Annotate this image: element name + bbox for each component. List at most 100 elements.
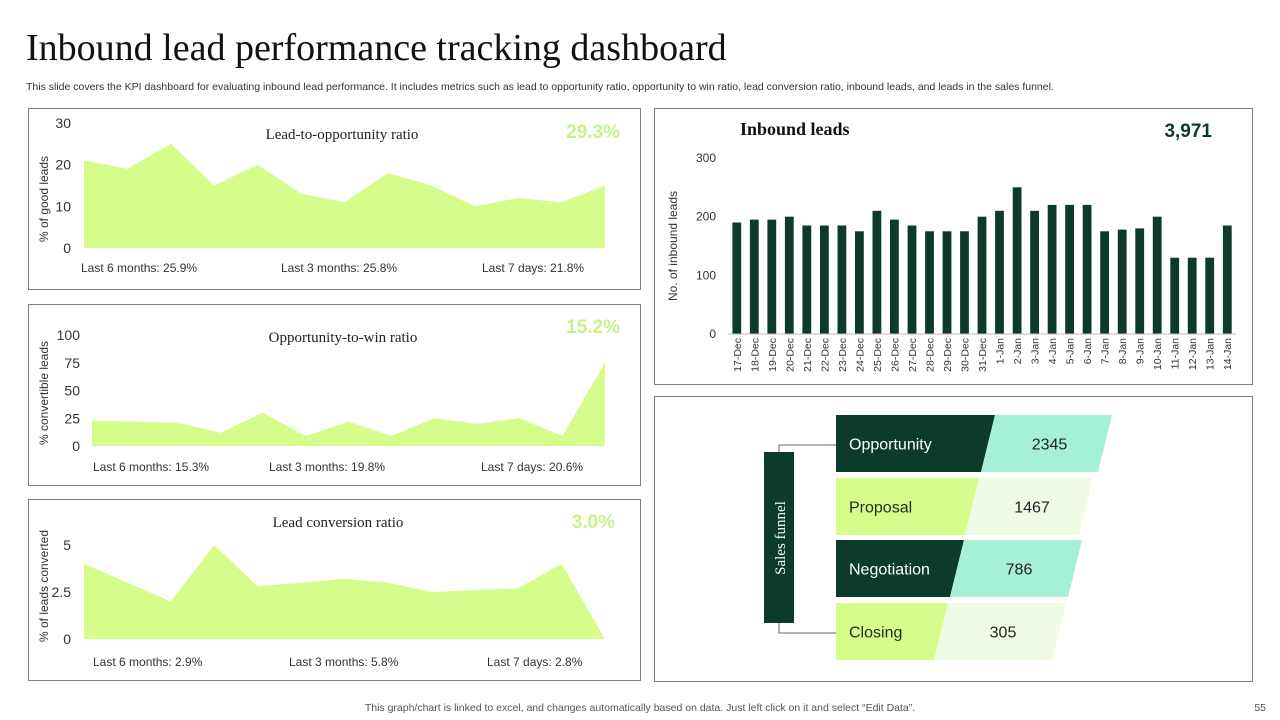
chart-title: Opportunity-to-win ratio [269,330,418,346]
y-axis-label: % convertible leads [37,341,51,445]
funnel-stage-label: Negotiation [849,562,930,579]
x-tick-label: 23-Dec [837,338,849,372]
x-tick-label: 19-Dec [767,338,779,372]
stat-last-3-months: Last 3 months: 19.8% [269,460,385,474]
x-tick-label: 11-Jan [1170,338,1182,369]
funnel-stage-label: Opportunity [849,437,932,454]
opportunity-to-win-chart[interactable]: Opportunity-to-win ratio 15.2% % convert… [29,305,640,485]
sales-funnel-panel: Sales funnel Opportunity 2345 Proposal 1467… [654,396,1253,682]
page-number: 55 [1254,702,1266,714]
bar-22-Dec[interactable] [820,225,829,335]
funnel-stage-value: 2345 [1032,437,1068,454]
y-tick-label: 100 [57,327,81,343]
bar-30-Dec[interactable] [960,231,969,334]
funnel-value-box [934,603,1066,660]
funnel-value-box [981,415,1112,472]
bar-1-Jan[interactable] [995,210,1004,334]
kpi-value: 3.0% [572,512,615,533]
x-tick-label: 7-Jan [1100,338,1112,364]
stat-last-6-months: Last 6 months: 15.3% [93,460,209,474]
funnel-stage-label: Closing [849,625,902,642]
chart-title: Lead-to-opportunity ratio [266,127,419,143]
y-tick-label: 20 [55,157,71,173]
stat-last-6-months: Last 6 months: 25.9% [81,261,197,275]
x-tick-label: 21-Dec [802,338,814,372]
bar-4-Jan[interactable] [1047,204,1057,334]
x-tick-label: 3-Jan [1030,338,1042,364]
x-tick-label: 13-Jan [1205,338,1217,370]
bracket-line-bottom [778,623,836,634]
y-tick-label: 300 [696,151,716,165]
bracket-line-top [778,444,836,452]
lead-conversion-chart[interactable]: Lead conversion ratio 3.0% % of leads co… [29,500,640,680]
bar-31-Dec[interactable] [977,216,987,334]
inbound-leads-panel: Inbound leads 3,971 No. of inbound leads… [654,108,1253,385]
bar-18-Dec[interactable] [749,219,759,334]
funnel-value-box [965,478,1093,535]
x-tick-label: 24-Dec [854,338,866,372]
bar-14-Jan[interactable] [1222,225,1232,335]
stat-last-7-days: Last 7 days: 2.8% [487,655,583,669]
x-tick-label: 10-Jan [1152,338,1164,370]
lead-to-opportunity-chart[interactable]: Lead-to-opportunity ratio 29.3% % of goo… [29,109,640,289]
bar-23-Dec[interactable] [837,225,847,335]
bar-25-Dec[interactable] [872,210,882,334]
y-axis-label: % of leads converted [37,530,51,642]
stat-last-7-days: Last 7 days: 21.8% [482,261,584,275]
x-tick-label: 1-Jan [995,338,1007,364]
sales-funnel-chart[interactable]: Sales funnel Opportunity 2345 Proposal 1467… [655,397,1252,681]
funnel-stage-opportunity[interactable] [836,415,995,472]
chart-title: Inbound leads [740,119,850,139]
bar-7-Jan[interactable] [1100,231,1109,334]
bar-2-Jan[interactable] [1012,187,1022,334]
bar-5-Jan[interactable] [1065,204,1074,334]
bar-27-Dec[interactable] [907,225,917,335]
funnel-label: Sales funnel [773,501,789,575]
bar-13-Jan[interactable] [1205,257,1215,334]
stat-last-3-months: Last 3 months: 5.8% [289,655,399,669]
bar-12-Jan[interactable] [1187,257,1197,334]
bar-8-Jan[interactable] [1117,229,1127,334]
x-tick-label: 31-Dec [977,338,989,372]
bar-24-Dec[interactable] [855,231,864,334]
bar-29-Dec[interactable] [942,231,952,334]
y-tick-label: 200 [696,210,716,224]
kpi-value: 15.2% [566,317,620,338]
x-tick-label: 30-Dec [960,338,972,372]
lead-to-opportunity-panel: Lead-to-opportunity ratio 29.3% % of goo… [28,108,641,290]
x-tick-label: 27-Dec [907,338,919,372]
bar-19-Dec[interactable] [767,219,777,334]
bar-10-Jan[interactable] [1152,216,1162,334]
x-tick-label: 4-Jan [1047,338,1059,364]
y-tick-label: 25 [64,410,80,426]
funnel-stage-proposal[interactable] [836,478,979,535]
x-tick-label: 12-Jan [1187,338,1199,370]
funnel-stage-negotiation[interactable] [836,540,964,597]
bar-17-Dec[interactable] [732,222,742,335]
bar-9-Jan[interactable] [1135,228,1145,334]
bar-6-Jan[interactable] [1082,204,1092,334]
y-tick-label: 0 [72,438,80,454]
funnel-label-box [764,452,794,623]
x-tick-label: 17-Dec [732,338,744,372]
bar-21-Dec[interactable] [802,225,812,335]
x-tick-label: 9-Jan [1135,338,1147,364]
funnel-stage-closing[interactable] [836,603,948,660]
page-title: Inbound lead performance tracking dashbo… [26,27,727,69]
bar-3-Jan[interactable] [1030,210,1039,334]
footer-note: This graph/chart is linked to excel, and… [364,702,916,714]
y-tick-label: 5 [63,537,71,553]
stat-last-6-months: Last 6 months: 2.9% [93,655,203,669]
x-tick-label: 2-Jan [1012,338,1024,364]
x-tick-label: 25-Dec [872,338,884,372]
y-axis-label: % of good leads [37,156,51,242]
funnel-stage-value: 786 [1006,562,1033,579]
x-tick-label: 29-Dec [942,338,954,372]
stat-last-3-months: Last 3 months: 25.8% [281,261,397,275]
bar-26-Dec[interactable] [890,219,899,334]
bar-20-Dec[interactable] [784,216,794,334]
bar-28-Dec[interactable] [925,231,934,334]
y-tick-label: 30 [55,115,71,131]
inbound-leads-chart[interactable]: Inbound leads 3,971 No. of inbound leads… [655,109,1252,384]
bar-11-Jan[interactable] [1170,257,1180,334]
